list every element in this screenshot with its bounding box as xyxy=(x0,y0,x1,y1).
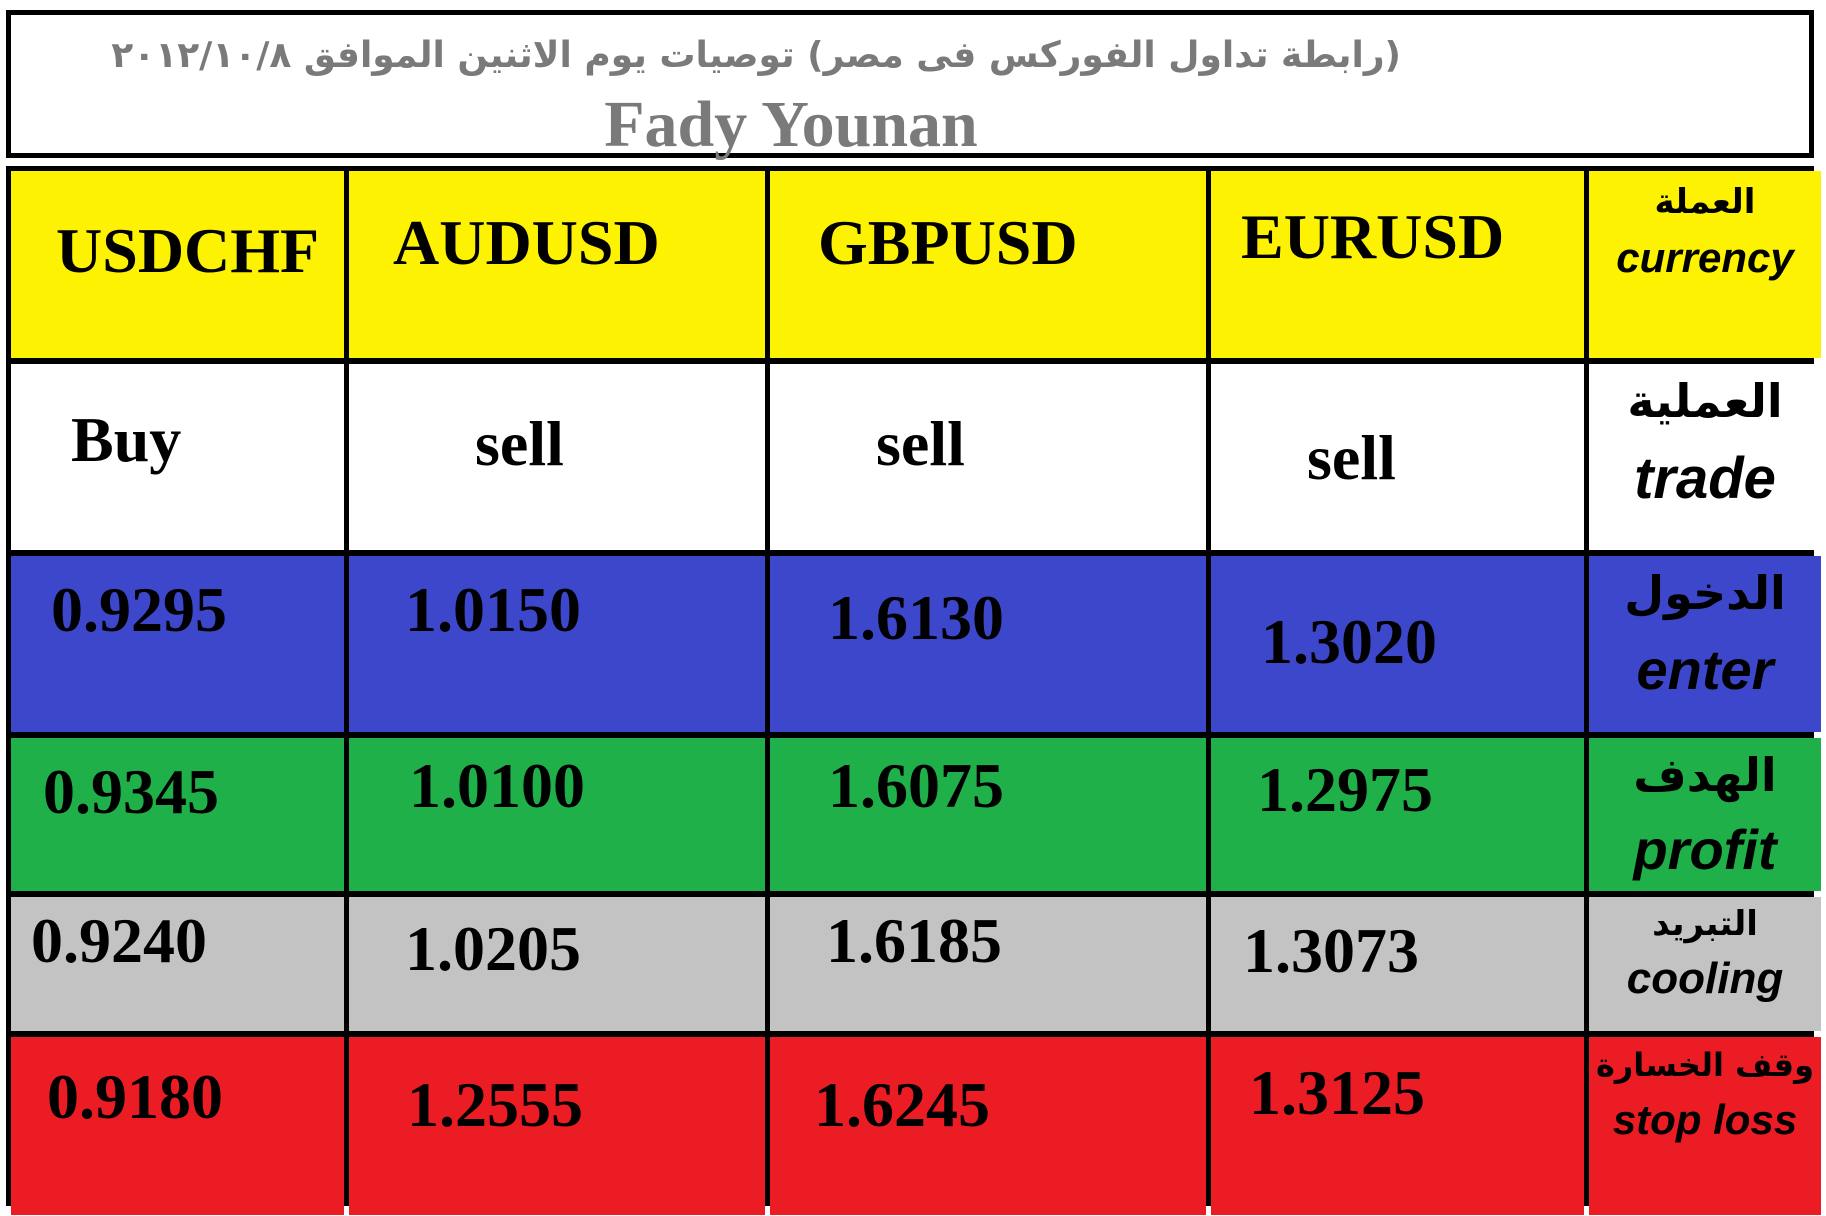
profit-value: 1.2975 xyxy=(1257,754,1433,825)
label-trade-ar: العملية xyxy=(1627,374,1783,428)
label-enter: الدخول enter xyxy=(1589,556,1821,732)
trade-action: sell xyxy=(1307,422,1396,493)
label-profit: الهدف profit xyxy=(1589,738,1821,891)
recommendations-table: USDCHF AUDUSD GBPUSD EURUSD العملة curre… xyxy=(6,166,1821,1215)
label-cooling-ar: التبريد xyxy=(1652,904,1758,944)
label-profit-en: profit xyxy=(1633,818,1777,881)
enter-value: 1.0150 xyxy=(405,574,581,645)
trade-action: Buy xyxy=(71,404,182,475)
cell-cooling-audusd: 1.0205 xyxy=(349,897,765,1031)
cell-cooling-usdchf: 0.9240 xyxy=(11,897,344,1031)
cell-enter-gbpusd: 1.6130 xyxy=(770,556,1206,732)
cell-profit-eurusd: 1.2975 xyxy=(1211,738,1584,891)
enter-value: 1.6130 xyxy=(828,582,1004,653)
cooling-value: 1.3073 xyxy=(1243,915,1419,986)
label-enter-ar: الدخول xyxy=(1624,566,1786,620)
label-stop-en: stop loss xyxy=(1612,1096,1798,1143)
currency-name: EURUSD xyxy=(1241,201,1505,272)
enter-value: 0.9295 xyxy=(51,574,227,645)
header-title-arabic: (رابطة تداول الفوركس فى مصر) توصيات يوم … xyxy=(111,35,1401,76)
header-box: (رابطة تداول الفوركس فى مصر) توصيات يوم … xyxy=(6,10,1814,161)
stop-value: 1.2555 xyxy=(407,1069,583,1140)
label-trade: العملية trade xyxy=(1589,364,1821,550)
cell-cooling-eurusd: 1.3073 xyxy=(1211,897,1584,1031)
stop-value: 1.6245 xyxy=(814,1069,990,1140)
cooling-value: 1.6185 xyxy=(826,905,1002,976)
label-currency: العملة currency xyxy=(1589,171,1821,358)
cell-trade-audusd: sell xyxy=(349,364,765,550)
enter-value: 1.3020 xyxy=(1261,606,1437,677)
cell-trade-gbpusd: sell xyxy=(770,364,1206,550)
cell-enter-eurusd: 1.3020 xyxy=(1211,556,1584,732)
cell-currency-eurusd: EURUSD xyxy=(1211,171,1584,358)
profit-value: 1.0100 xyxy=(409,750,585,821)
label-enter-en: enter xyxy=(1636,638,1774,701)
label-cooling-en: cooling xyxy=(1626,954,1784,1003)
cooling-value: 0.9240 xyxy=(31,905,207,976)
label-stop-loss: وقف الخسارة stop loss xyxy=(1589,1037,1821,1215)
cell-profit-usdchf: 0.9345 xyxy=(11,738,344,891)
cell-trade-usdchf: Buy xyxy=(11,364,344,550)
label-cooling: التبريد cooling xyxy=(1589,897,1821,1031)
cell-profit-audusd: 1.0100 xyxy=(349,738,765,891)
cell-currency-audusd: AUDUSD xyxy=(349,171,765,358)
trade-action: sell xyxy=(876,408,965,479)
cell-stop-audusd: 1.2555 xyxy=(349,1037,765,1215)
cell-enter-usdchf: 0.9295 xyxy=(11,556,344,732)
cell-currency-usdchf: USDCHF xyxy=(11,171,344,358)
profit-value: 1.6075 xyxy=(828,750,1004,821)
cooling-value: 1.0205 xyxy=(405,913,581,984)
cell-cooling-gbpusd: 1.6185 xyxy=(770,897,1206,1031)
label-currency-en: currency xyxy=(1616,234,1794,281)
label-currency-ar: العملة xyxy=(1654,182,1756,222)
cell-enter-audusd: 1.0150 xyxy=(349,556,765,732)
label-profit-ar: الهدف xyxy=(1633,748,1777,802)
currency-name: USDCHF xyxy=(56,215,320,286)
currency-name: GBPUSD xyxy=(818,207,1078,278)
cell-stop-usdchf: 0.9180 xyxy=(11,1037,344,1215)
profit-value: 0.9345 xyxy=(43,756,219,827)
cell-currency-gbpusd: GBPUSD xyxy=(770,171,1206,358)
cell-profit-gbpusd: 1.6075 xyxy=(770,738,1206,891)
label-trade-en: trade xyxy=(1634,446,1776,511)
currency-name: AUDUSD xyxy=(393,207,660,278)
cell-stop-gbpusd: 1.6245 xyxy=(770,1037,1206,1215)
trade-action: sell xyxy=(475,408,564,479)
label-stop-ar: وقف الخسارة xyxy=(1595,1046,1815,1084)
stop-value: 0.9180 xyxy=(47,1061,223,1132)
header-author: Fady Younan xyxy=(604,88,978,161)
cell-trade-eurusd: sell xyxy=(1211,364,1584,550)
cell-stop-eurusd: 1.3125 xyxy=(1211,1037,1584,1215)
stop-value: 1.3125 xyxy=(1249,1057,1425,1128)
